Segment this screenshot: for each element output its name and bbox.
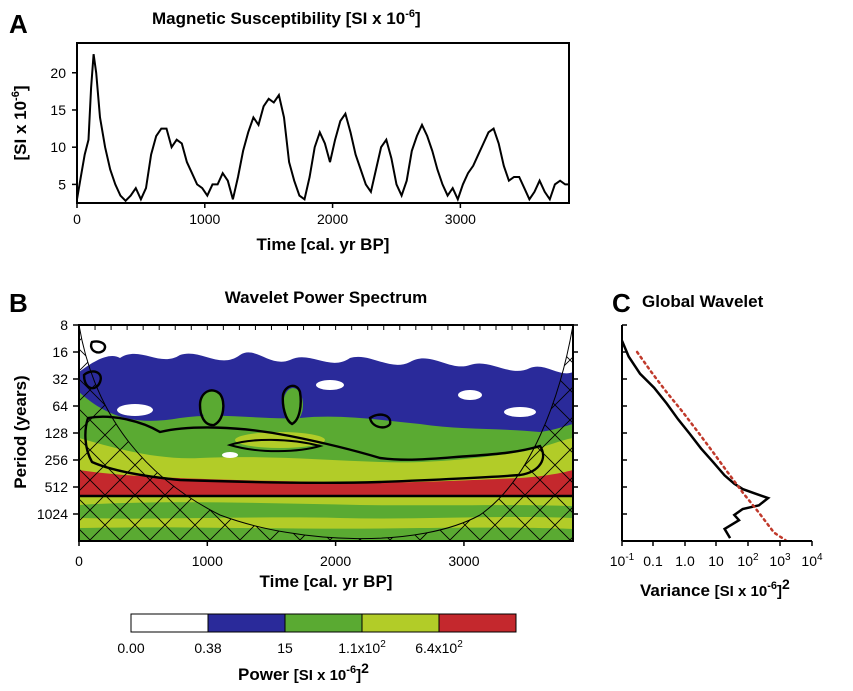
chart-c-xtick-label: 103 <box>769 552 791 569</box>
chart-b-ytick-label: 32 <box>52 371 68 387</box>
chart-c-xtick-label: 10-1 <box>610 552 635 569</box>
chart-b-ytick-label: 256 <box>45 452 69 468</box>
chart-a-ytick-label: 20 <box>50 65 66 81</box>
chart-c-xtick-label: 104 <box>801 552 823 569</box>
chart-a-ytick-label: 15 <box>50 102 66 118</box>
chart-b-ticks: 0 1000 2000 3000 8 16 32 64 128 256 512 1024 <box>37 317 627 569</box>
chart-a-xtick-label: 2000 <box>317 211 348 227</box>
chart-a-xtick-label: 0 <box>73 211 81 227</box>
legend-label: 1.1x102 <box>338 639 386 656</box>
color-legend: 0.00 0.38 15 1.1x102 6.4x102 <box>117 613 517 656</box>
legend-swatch <box>361 613 440 633</box>
chart-b-ytick-label: 8 <box>60 317 68 333</box>
legend-swatch <box>207 613 286 633</box>
panel-c-label: C <box>612 288 631 318</box>
chart-a-xtick-label: 1000 <box>189 211 220 227</box>
chart-a-ticks: 0 1000 2000 3000 5 10 15 20 <box>50 65 476 227</box>
chart-c-xtick-label: 10 <box>708 553 724 569</box>
chart-a-xlabel: Time [cal. yr BP] <box>257 235 390 254</box>
chart-b-xtick-label: 3000 <box>448 553 479 569</box>
chart-a-ylabel: [SI x 10-6] <box>10 86 30 161</box>
significance-dotted-line <box>635 350 787 541</box>
legend-label: 15 <box>277 640 293 656</box>
chart-b-xlabel: Time [cal. yr BP] <box>260 572 393 591</box>
chart-c-xtick-label: 102 <box>737 552 759 569</box>
legend-swatch <box>284 613 363 633</box>
chart-b-ytick-label: 1024 <box>37 506 68 522</box>
legend-label: 6.4x102 <box>415 639 463 656</box>
chart-b-xtick-label: 0 <box>75 553 83 569</box>
chart-a-series-line <box>77 54 569 203</box>
legend-label: 0.00 <box>117 640 144 656</box>
chart-a-title: Magnetic Susceptibility [SI x 10-6] <box>152 8 421 28</box>
chart-b-ylabel: Period (years) <box>11 375 30 488</box>
legend-label: 0.38 <box>194 640 221 656</box>
chart-a-xtick-label: 3000 <box>445 211 476 227</box>
chart-c-xlabel: Variance [SI x 10-6]2 <box>640 576 790 600</box>
panel-b-label: B <box>9 288 28 318</box>
chart-a-ytick-label: 10 <box>50 139 66 155</box>
chart-a-frame <box>76 42 570 204</box>
chart-b-title: Wavelet Power Spectrum <box>225 288 428 307</box>
chart-c-xtick-label: 0.1 <box>643 553 663 569</box>
chart-b-ytick-label: 128 <box>45 425 69 441</box>
chart-c-ticks: 10-1 0.1 1.0 10 102 103 104 <box>610 541 823 569</box>
panel-a-label: A <box>9 9 28 39</box>
chart-b-ytick-label: 512 <box>45 479 69 495</box>
chart-b-xtick-label: 1000 <box>192 553 223 569</box>
chart-b-xtick-label: 2000 <box>320 553 351 569</box>
chart-c-title: Global Wavelet <box>642 292 764 311</box>
legend-swatch <box>438 613 517 633</box>
legend-swatch <box>130 613 209 633</box>
chart-c-xtick-label: 1.0 <box>675 553 695 569</box>
wavelet-power-map <box>79 325 573 541</box>
chart-a-ytick-label: 5 <box>58 176 66 192</box>
legend-title: Power [SI x 10-6]2 <box>238 660 369 684</box>
chart-b-ytick-label: 64 <box>52 398 68 414</box>
chart-b-ytick-label: 16 <box>52 344 68 360</box>
global-wavelet-line <box>622 340 771 539</box>
